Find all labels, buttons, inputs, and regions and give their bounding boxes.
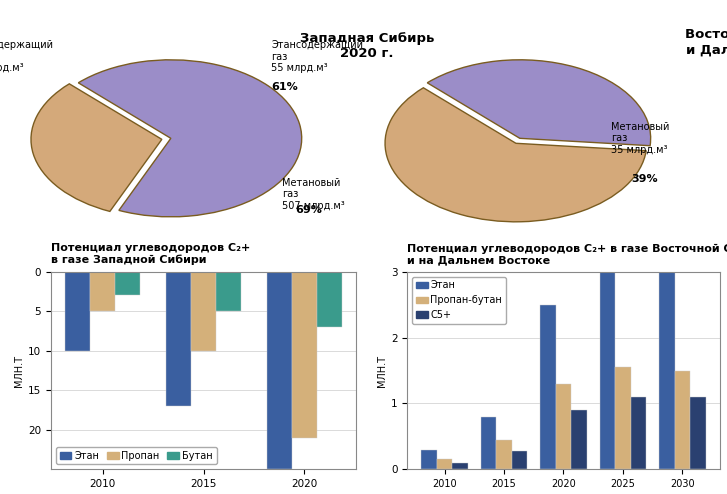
Bar <box>481 416 497 469</box>
Bar <box>216 272 241 311</box>
Bar <box>600 272 615 469</box>
Text: 69%: 69% <box>295 205 322 215</box>
Bar <box>675 370 690 469</box>
Bar <box>116 272 140 295</box>
Bar <box>191 272 216 351</box>
Bar <box>690 397 705 469</box>
Text: 61%: 61% <box>271 82 298 92</box>
Wedge shape <box>31 84 162 211</box>
Y-axis label: МЛН.Т: МЛН.Т <box>377 355 387 386</box>
Text: Потенциал углеводородов С₂+
в газе Западной Сибири: Потенциал углеводородов С₂+ в газе Запад… <box>51 243 250 265</box>
Wedge shape <box>427 60 651 146</box>
Text: Этансодержащий
газ
233 млрд.м³: Этансодержащий газ 233 млрд.м³ <box>0 40 54 74</box>
Text: Этансодержащий
газ
55 млрд.м³: Этансодержащий газ 55 млрд.м³ <box>271 40 364 74</box>
Bar <box>555 384 571 469</box>
Wedge shape <box>79 60 302 217</box>
Bar <box>65 272 90 351</box>
Wedge shape <box>385 88 646 222</box>
Text: Потенциал углеводородов С₂+ в газе Восточной Сибири
и на Дальнем Востоке: Потенциал углеводородов С₂+ в газе Восто… <box>407 243 727 265</box>
Text: 39%: 39% <box>631 174 658 184</box>
Bar <box>267 272 292 469</box>
Text: Метановый
газ
35 млрд.м³: Метановый газ 35 млрд.м³ <box>611 122 670 155</box>
Text: Восточная Сибирь
и Дальний Восток
2030 г.: Восточная Сибирь и Дальний Восток 2030 г… <box>685 28 727 72</box>
Bar <box>317 272 342 327</box>
Text: Западная Сибирь
2020 г.: Западная Сибирь 2020 г. <box>300 32 434 60</box>
Y-axis label: МЛН.Т: МЛН.Т <box>14 355 24 386</box>
Bar <box>571 410 587 469</box>
Bar <box>166 272 191 406</box>
Text: Метановый
газ
507 млрд.м³: Метановый газ 507 млрд.м³ <box>282 177 345 211</box>
Bar <box>437 459 452 469</box>
Bar <box>452 463 467 469</box>
Legend: Этан, Пропан-бутан, C5+: Этан, Пропан-бутан, C5+ <box>412 277 506 324</box>
Bar <box>512 451 527 469</box>
Bar <box>630 397 646 469</box>
Legend: Этан, Пропан, Бутан: Этан, Пропан, Бутан <box>56 447 217 464</box>
Bar <box>497 440 512 469</box>
Bar <box>615 367 630 469</box>
Bar <box>90 272 116 311</box>
Bar <box>659 272 675 469</box>
Bar <box>540 305 555 469</box>
Bar <box>292 272 317 438</box>
Bar <box>422 450 437 469</box>
